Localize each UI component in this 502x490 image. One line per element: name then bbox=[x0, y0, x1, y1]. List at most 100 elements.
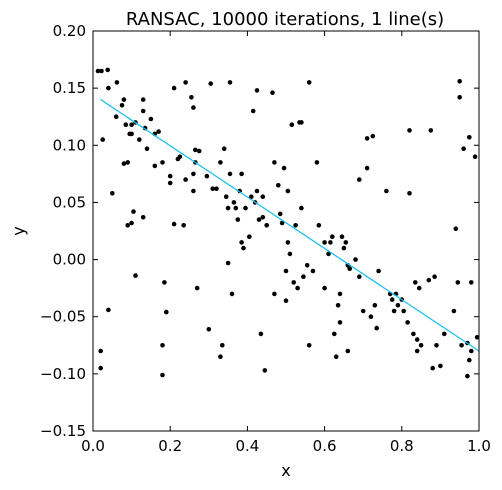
data-point bbox=[391, 308, 397, 314]
data-point bbox=[189, 95, 194, 100]
data-point bbox=[194, 285, 200, 291]
data-point bbox=[310, 268, 316, 274]
data-point bbox=[418, 343, 424, 348]
data-point bbox=[162, 280, 167, 285]
data-point bbox=[125, 160, 130, 165]
data-point bbox=[438, 363, 443, 369]
data-point bbox=[254, 88, 260, 93]
data-point bbox=[428, 128, 434, 133]
data-point bbox=[193, 147, 198, 153]
x-tick-label: 0.2 bbox=[158, 437, 182, 455]
data-point bbox=[98, 365, 103, 371]
data-point bbox=[364, 165, 370, 171]
data-point bbox=[258, 331, 264, 337]
data-point bbox=[241, 245, 246, 251]
y-tick-label: 0.15 bbox=[53, 79, 86, 97]
data-point bbox=[322, 240, 327, 245]
data-point bbox=[227, 80, 233, 85]
y-tick-label: 0.00 bbox=[53, 251, 86, 269]
data-point bbox=[345, 348, 351, 354]
data-point bbox=[133, 273, 138, 278]
data-point bbox=[100, 137, 105, 142]
data-point bbox=[453, 226, 459, 231]
data-point bbox=[156, 129, 161, 134]
data-point bbox=[372, 303, 378, 308]
data-point bbox=[239, 171, 244, 177]
y-tick-label: 0.05 bbox=[53, 193, 86, 211]
data-point bbox=[160, 372, 165, 378]
data-point bbox=[414, 348, 420, 354]
data-point bbox=[299, 205, 304, 211]
data-point bbox=[333, 354, 339, 360]
data-point bbox=[281, 165, 287, 171]
data-point bbox=[227, 171, 233, 177]
data-point bbox=[225, 205, 231, 211]
data-point bbox=[220, 343, 225, 348]
data-point bbox=[113, 114, 119, 119]
data-point bbox=[129, 220, 134, 226]
data-point bbox=[225, 260, 231, 266]
data-point bbox=[160, 160, 165, 165]
data-point bbox=[123, 122, 129, 127]
data-point bbox=[106, 85, 111, 91]
data-point bbox=[289, 122, 295, 127]
data-point bbox=[341, 245, 347, 251]
data-point bbox=[295, 285, 300, 291]
data-point bbox=[208, 81, 213, 86]
data-point bbox=[223, 194, 229, 199]
data-point bbox=[459, 343, 464, 348]
data-point bbox=[401, 308, 407, 314]
data-point bbox=[353, 257, 358, 262]
data-point bbox=[229, 291, 235, 297]
data-point bbox=[339, 234, 345, 239]
data-point bbox=[131, 209, 136, 214]
y-tick-label: −0.05 bbox=[40, 308, 86, 326]
data-point bbox=[469, 280, 474, 285]
data-point bbox=[140, 215, 146, 220]
data-point bbox=[160, 343, 165, 348]
data-point bbox=[121, 161, 127, 166]
data-point bbox=[233, 205, 239, 211]
y-tick-label: 0.10 bbox=[53, 136, 86, 154]
data-point bbox=[191, 171, 196, 177]
y-tick-label: −0.15 bbox=[40, 422, 86, 440]
plot-frame bbox=[92, 30, 480, 432]
data-point bbox=[301, 274, 306, 280]
data-point bbox=[140, 97, 146, 102]
data-point bbox=[167, 173, 173, 179]
data-point bbox=[337, 320, 343, 325]
data-point bbox=[357, 177, 362, 182]
data-point bbox=[306, 343, 312, 348]
data-point bbox=[218, 160, 223, 165]
data-point bbox=[221, 146, 227, 151]
data-point bbox=[287, 251, 293, 257]
data-point bbox=[210, 186, 215, 191]
data-point bbox=[106, 307, 111, 313]
data-point bbox=[181, 223, 186, 228]
data-point bbox=[144, 146, 150, 151]
data-point bbox=[272, 291, 277, 297]
data-point bbox=[276, 183, 281, 188]
data-point bbox=[239, 240, 244, 245]
data-point bbox=[374, 325, 380, 331]
data-point bbox=[206, 327, 212, 332]
ransac-fit-line bbox=[100, 99, 480, 352]
data-point bbox=[451, 308, 457, 314]
data-point bbox=[177, 154, 183, 159]
data-point bbox=[413, 280, 418, 285]
data-point bbox=[411, 331, 416, 337]
scatter-points bbox=[95, 67, 480, 379]
data-point bbox=[330, 234, 335, 239]
chart-title: RANSAC, 10000 iterations, 1 line(s) bbox=[126, 9, 444, 30]
data-point bbox=[137, 137, 142, 142]
data-point bbox=[472, 154, 478, 159]
data-point bbox=[343, 240, 349, 245]
data-point bbox=[457, 79, 463, 84]
data-point bbox=[260, 215, 266, 220]
x-axis-ticks: 0.0 0.2 0.4 0.6 0.8 1.0 bbox=[81, 31, 491, 455]
data-point bbox=[277, 211, 283, 217]
data-point bbox=[384, 188, 389, 194]
data-point bbox=[314, 160, 320, 165]
x-tick-label: 0.8 bbox=[390, 437, 414, 455]
x-tick-label: 1.0 bbox=[467, 437, 491, 455]
